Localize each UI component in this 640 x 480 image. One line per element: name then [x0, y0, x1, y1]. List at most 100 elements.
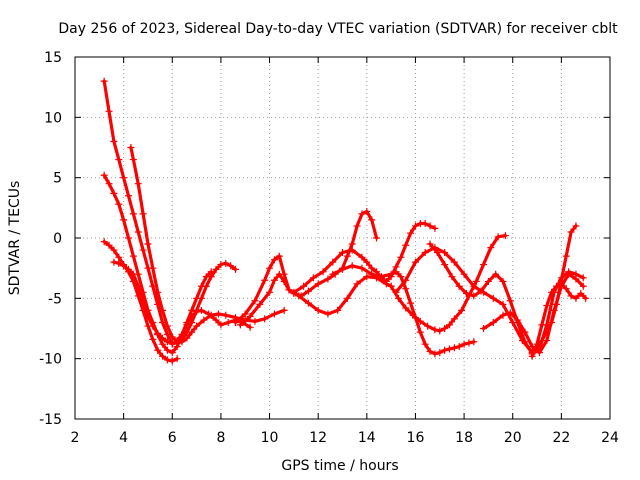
data-point-marker	[577, 290, 585, 298]
data-point-marker	[416, 317, 424, 325]
data-point-marker	[477, 287, 485, 295]
data-point-marker	[402, 241, 410, 249]
data-point-marker	[100, 77, 108, 85]
data-point-marker	[154, 329, 162, 337]
data-point-marker	[358, 264, 366, 272]
data-point-marker	[572, 222, 580, 230]
data-point-marker	[499, 311, 507, 319]
data-point-marker	[431, 350, 439, 358]
y-tick-label: -15	[39, 412, 62, 428]
data-point-marker	[110, 246, 118, 254]
data-point-marker	[441, 325, 449, 332]
data-point-marker	[363, 273, 371, 281]
data-point-marker	[557, 274, 565, 282]
data-point-marker	[470, 282, 478, 290]
data-point-marker	[324, 275, 332, 283]
data-point-marker	[129, 270, 137, 278]
data-point-marker	[266, 288, 274, 296]
data-point-marker	[436, 327, 444, 335]
data-point-marker	[207, 311, 215, 319]
data-point-marker	[353, 222, 361, 230]
y-tick-label: -5	[48, 291, 62, 307]
series-markers	[100, 77, 254, 348]
x-tick-label: 6	[168, 430, 177, 446]
data-point-marker	[314, 306, 322, 314]
data-point-marker	[514, 316, 522, 324]
data-point-marker	[212, 316, 220, 324]
data-point-marker	[197, 294, 205, 302]
series-markers	[110, 258, 288, 347]
series-line	[102, 79, 252, 346]
data-point-marker	[397, 273, 405, 281]
data-point-marker	[168, 349, 176, 357]
data-point-marker	[407, 299, 415, 307]
data-point-marker	[533, 340, 541, 348]
data-point-marker	[506, 297, 514, 305]
data-point-marker	[368, 270, 376, 278]
data-point-marker	[139, 210, 147, 218]
data-point-marker	[256, 300, 264, 308]
data-point-marker	[472, 277, 480, 285]
data-point-marker	[115, 200, 123, 208]
data-point-marker	[528, 352, 536, 360]
data-point-marker	[168, 333, 176, 341]
data-point-marker	[222, 259, 230, 267]
data-point-marker	[499, 277, 507, 285]
data-point-marker	[460, 340, 468, 348]
data-point-marker	[324, 310, 332, 318]
data-point-marker	[300, 282, 308, 290]
data-point-marker	[363, 258, 371, 266]
data-point-marker	[139, 298, 147, 306]
series-arc-1	[100, 77, 254, 348]
data-point-marker	[129, 210, 137, 218]
data-point-marker	[159, 340, 167, 348]
data-point-marker	[492, 270, 500, 278]
series-markers	[127, 144, 239, 346]
data-point-marker	[557, 280, 565, 288]
data-point-marker	[134, 228, 142, 236]
data-point-marker	[458, 306, 466, 314]
data-point-marker	[489, 294, 497, 302]
data-point-marker	[110, 258, 118, 266]
data-point-marker	[144, 312, 152, 320]
data-point-marker	[441, 261, 449, 269]
data-point-marker	[348, 262, 356, 270]
data-point-marker	[358, 253, 366, 261]
series-markers	[387, 232, 509, 335]
data-point-marker	[149, 335, 157, 343]
series-markers	[528, 280, 590, 360]
data-point-marker	[159, 334, 167, 342]
data-point-marker	[329, 270, 337, 278]
data-point-marker	[550, 306, 558, 314]
series-arc-13	[480, 270, 587, 357]
series-line	[233, 254, 393, 325]
data-point-marker	[446, 321, 453, 329]
data-point-marker	[227, 262, 235, 270]
data-point-marker	[202, 282, 210, 290]
data-point-marker	[506, 309, 514, 317]
data-point-marker	[280, 306, 288, 314]
data-point-marker	[421, 248, 429, 256]
data-point-marker	[246, 312, 254, 320]
data-point-marker	[329, 258, 337, 266]
data-point-marker	[543, 302, 551, 310]
data-point-marker	[295, 292, 303, 300]
data-point-marker	[163, 338, 171, 346]
data-point-marker	[402, 304, 410, 312]
data-point-marker	[499, 300, 507, 308]
data-point-marker	[217, 321, 225, 329]
data-point-marker	[392, 288, 400, 296]
data-point-marker	[501, 232, 509, 240]
data-point-marker	[149, 264, 157, 272]
data-point-marker	[241, 310, 249, 318]
series-arc-4	[100, 238, 181, 365]
grid	[75, 57, 610, 419]
data-point-marker	[115, 253, 123, 261]
data-point-marker	[125, 265, 132, 273]
data-point-marker	[224, 318, 232, 326]
data-point-marker	[431, 224, 439, 232]
data-point-marker	[363, 207, 371, 215]
data-point-marker	[521, 338, 529, 346]
data-point-marker	[455, 282, 463, 290]
data-point-marker	[480, 325, 488, 332]
